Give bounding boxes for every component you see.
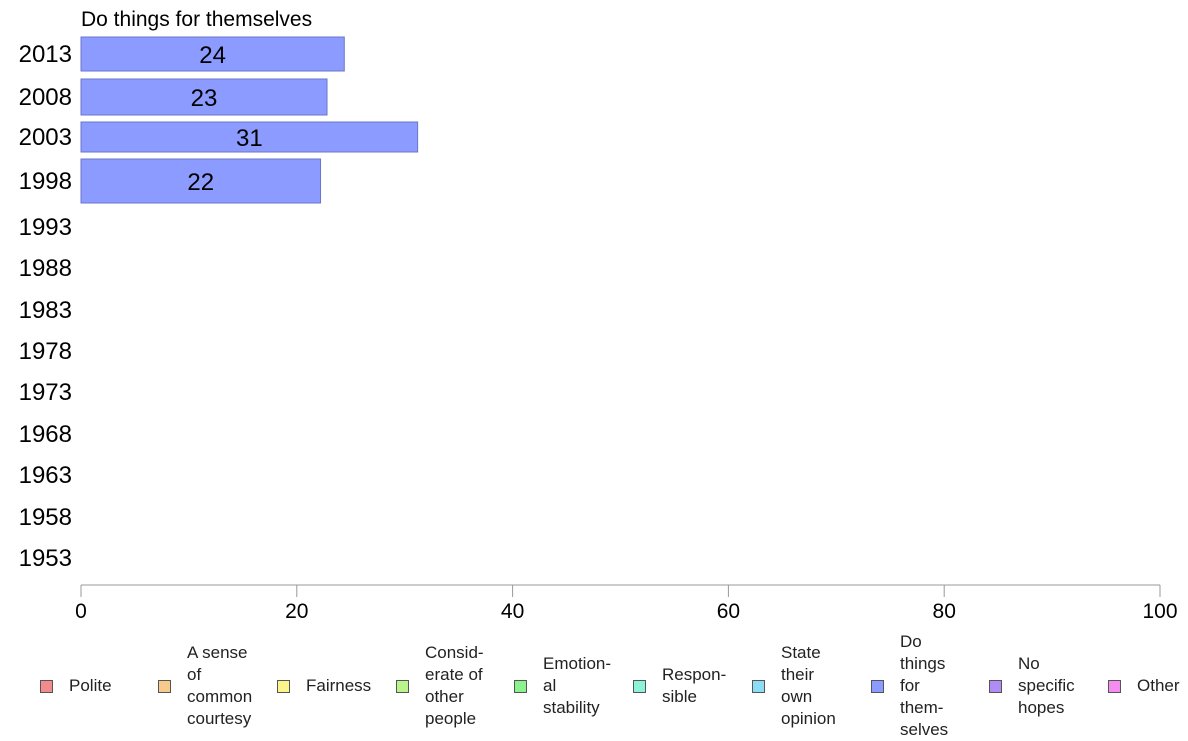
x-tick-label: 80 bbox=[933, 600, 956, 623]
x-tick-label: 0 bbox=[75, 600, 87, 623]
legend-label: No specific hopes bbox=[1018, 654, 1075, 717]
legend-label: A sense of common courtesy bbox=[187, 643, 253, 728]
bar bbox=[80, 36, 345, 72]
legend-swatch bbox=[396, 679, 409, 693]
legend-item: Emotion- al stability bbox=[514, 636, 611, 736]
y-tick-label: 1983 bbox=[19, 297, 72, 324]
chart-title: Do things for themselves bbox=[81, 8, 312, 31]
legend-item: Respon- sible bbox=[633, 636, 726, 736]
y-tick-label: 1988 bbox=[19, 255, 72, 282]
legend-label: Emotion- al stability bbox=[543, 654, 612, 717]
y-tick-label: 2003 bbox=[19, 124, 72, 151]
y-tick-label: 1998 bbox=[19, 168, 72, 195]
legend-label: Consid- erate of other people bbox=[425, 643, 484, 728]
y-tick-label: 2008 bbox=[19, 84, 72, 111]
legend-item: No specific hopes bbox=[989, 636, 1075, 736]
legend-item: Consid- erate of other people bbox=[396, 636, 484, 736]
y-tick-label: 1973 bbox=[19, 379, 72, 406]
legend-label: Fairness bbox=[306, 676, 372, 695]
legend-label: Polite bbox=[69, 676, 112, 695]
legend-swatch bbox=[1108, 679, 1121, 693]
legend-item: A sense of common courtesy bbox=[158, 636, 252, 736]
bar-value-label: 23 bbox=[191, 85, 218, 112]
legend-item: Other bbox=[1108, 636, 1180, 736]
y-tick-label: 1953 bbox=[19, 545, 72, 572]
y-tick-label: 2013 bbox=[19, 41, 72, 68]
bar bbox=[80, 121, 419, 153]
x-tick-label: 40 bbox=[501, 600, 524, 623]
y-tick-label: 1968 bbox=[19, 421, 72, 448]
y-tick-label: 1978 bbox=[19, 338, 72, 365]
legend-label: Other bbox=[1137, 676, 1180, 695]
bar bbox=[80, 158, 322, 204]
legend-swatch bbox=[514, 679, 527, 693]
legend-label: Do things for them- selves bbox=[900, 632, 949, 739]
bar bbox=[80, 78, 328, 116]
x-tick-label: 100 bbox=[1142, 600, 1177, 623]
legend-item: Fairness bbox=[277, 636, 371, 736]
legend-swatch bbox=[633, 679, 646, 693]
legend-swatch bbox=[158, 679, 171, 693]
legend-label: Respon- sible bbox=[662, 665, 727, 706]
legend-swatch bbox=[871, 679, 884, 693]
legend-swatch bbox=[989, 679, 1002, 693]
legend-item: Polite bbox=[40, 636, 112, 736]
y-tick-label: 1958 bbox=[19, 504, 72, 531]
legend-item: State their own opinion bbox=[752, 636, 836, 736]
legend-item: Do things for them- selves bbox=[871, 632, 948, 739]
x-tick-label: 20 bbox=[285, 600, 308, 623]
bar-value-label: 24 bbox=[199, 42, 226, 69]
legend-swatch bbox=[752, 679, 765, 693]
legend: Polite A sense of common courtesy Fairness… bbox=[0, 632, 1188, 739]
y-tick-label: 1963 bbox=[19, 462, 72, 489]
bar-chart: Do things for themselves 24 23 31 22 2013 20… bbox=[19, 8, 1178, 623]
legend-swatch bbox=[40, 679, 53, 693]
bar-value-label: 22 bbox=[187, 169, 214, 196]
legend-swatch bbox=[277, 679, 290, 693]
y-tick-label: 1993 bbox=[19, 214, 72, 241]
bar-value-label: 31 bbox=[236, 125, 263, 152]
x-tick-label: 60 bbox=[717, 600, 740, 623]
legend-label: State their own opinion bbox=[781, 643, 836, 728]
